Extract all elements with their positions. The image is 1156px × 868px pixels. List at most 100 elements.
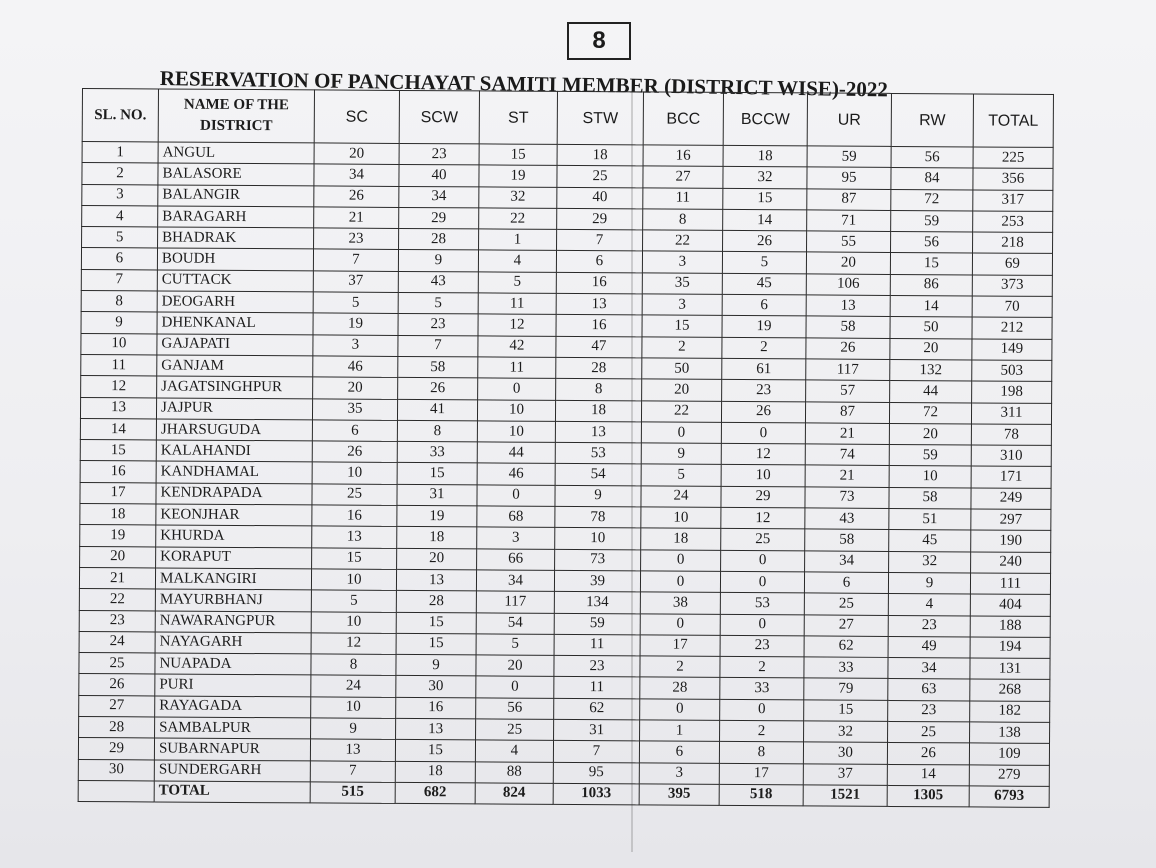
- cell-rw: 23: [887, 700, 970, 722]
- cell-bccw: 18: [723, 145, 808, 168]
- cell-stw: 54: [555, 463, 642, 486]
- header-bcc: BCC: [643, 91, 724, 146]
- cell-st: 56: [475, 697, 554, 720]
- cell-st: 4: [475, 740, 554, 763]
- cell-bccw: 2: [719, 720, 804, 743]
- cell-bcc: 50: [641, 357, 722, 380]
- cell-total: 188: [970, 615, 1051, 638]
- cell-sl: 11: [80, 354, 157, 377]
- cell-st: 10: [477, 399, 556, 422]
- cell-total: 225: [973, 146, 1054, 169]
- cell-district: KHURDA: [155, 525, 312, 548]
- cell-st: 68: [476, 505, 555, 528]
- cell-st: 19: [478, 165, 558, 187]
- cell-stw: 25: [556, 165, 644, 188]
- cell-rw: 10: [889, 465, 972, 488]
- cell-stw: 40: [556, 186, 643, 209]
- cell-scw: 7: [397, 335, 478, 357]
- cell-bccw: 26: [722, 230, 807, 253]
- cell-ur: 58: [804, 529, 889, 552]
- cell-bcc: 18: [640, 528, 721, 551]
- cell-sl: 20: [79, 546, 156, 568]
- cell-bcc: 28: [639, 677, 720, 700]
- cell-sc: 9: [310, 717, 396, 740]
- cell-sl: 12: [80, 375, 157, 398]
- cell-stw: 28: [555, 357, 642, 380]
- cell-bcc: 1: [639, 719, 720, 742]
- cell-bccw: 0: [721, 422, 806, 445]
- cell-st: 117: [476, 591, 555, 613]
- cell-ur: 20: [806, 252, 891, 275]
- cell-bcc: 0: [639, 698, 720, 721]
- cell-district: JAGATSINGHPUR: [156, 376, 313, 399]
- cell-total: 131: [969, 658, 1051, 680]
- total-grand: 6793: [969, 785, 1050, 808]
- cell-ur: 58: [805, 316, 891, 339]
- cell-rw: 34: [887, 657, 971, 680]
- cell-rw: 4: [888, 593, 971, 616]
- cell-stw: 31: [553, 719, 640, 742]
- cell-rw: 63: [887, 678, 970, 701]
- cell-bccw: 0: [720, 613, 805, 636]
- cell-district: MALKANGIRI: [155, 567, 312, 591]
- cell-stw: 47: [555, 336, 642, 358]
- cell-sc: 6: [312, 419, 398, 442]
- cell-sc: 10: [311, 611, 397, 634]
- cell-scw: 9: [398, 249, 479, 272]
- cell-bccw: 33: [719, 677, 804, 700]
- cell-st: 22: [478, 207, 557, 230]
- totals-label: TOTAL: [154, 780, 311, 803]
- cell-district: NAWARANGPUR: [155, 610, 312, 633]
- cell-stw: 13: [555, 421, 642, 444]
- header-total: TOTAL: [973, 93, 1054, 148]
- cell-ur: 13: [806, 295, 891, 317]
- cell-rw: 14: [890, 295, 973, 318]
- cell-bccw: 45: [722, 273, 807, 296]
- cell-total: 198: [971, 381, 1052, 403]
- cell-stw: 59: [554, 612, 641, 635]
- cell-sc: 13: [311, 526, 397, 549]
- cell-st: 15: [479, 143, 558, 166]
- cell-scw: 23: [397, 313, 479, 336]
- total-bccw: 518: [719, 784, 804, 806]
- cell-rw: 59: [889, 444, 972, 467]
- header-st: ST: [479, 90, 558, 145]
- cell-sl: 19: [79, 524, 156, 547]
- cell-stw: 18: [555, 399, 642, 422]
- cell-ur: 32: [803, 720, 888, 743]
- cell-st: 32: [478, 186, 557, 209]
- cell-district: MAYURBHANJ: [155, 589, 312, 612]
- cell-ur: 34: [804, 550, 889, 573]
- cell-scw: 8: [397, 420, 478, 443]
- cell-rw: 15: [890, 252, 973, 275]
- cell-scw: 9: [395, 654, 477, 677]
- cell-st: 34: [476, 569, 555, 592]
- cell-bccw: 0: [720, 571, 805, 594]
- cell-sc: 5: [311, 590, 397, 612]
- cell-scw: 15: [396, 611, 477, 634]
- cell-total: 111: [970, 572, 1051, 595]
- cell-total: 194: [970, 636, 1051, 659]
- cell-bcc: 11: [642, 187, 723, 210]
- cell-ur: 62: [804, 635, 889, 658]
- cell-district: SAMBALPUR: [154, 716, 311, 740]
- cell-st: 54: [476, 612, 555, 635]
- cell-sc: 5: [313, 291, 399, 314]
- cell-district: NUAPADA: [154, 653, 312, 676]
- cell-total: 268: [969, 679, 1050, 702]
- cell-total: 109: [969, 743, 1050, 766]
- cell-district: JHARSUGUDA: [156, 418, 313, 442]
- cell-ur: 73: [804, 486, 890, 509]
- cell-bccw: 23: [721, 379, 806, 402]
- cell-sc: 10: [310, 696, 396, 719]
- cell-rw: 44: [889, 380, 972, 403]
- cell-sl: 10: [80, 333, 158, 355]
- cell-district: BALANGIR: [157, 184, 314, 207]
- cell-st: 11: [478, 293, 557, 315]
- cell-scw: 18: [395, 761, 476, 783]
- cell-bccw: 15: [722, 188, 807, 210]
- cell-st: 0: [477, 378, 556, 400]
- cell-bccw: 61: [721, 358, 806, 381]
- cell-district: CUTTACK: [157, 269, 314, 292]
- cell-ur: 79: [803, 678, 888, 701]
